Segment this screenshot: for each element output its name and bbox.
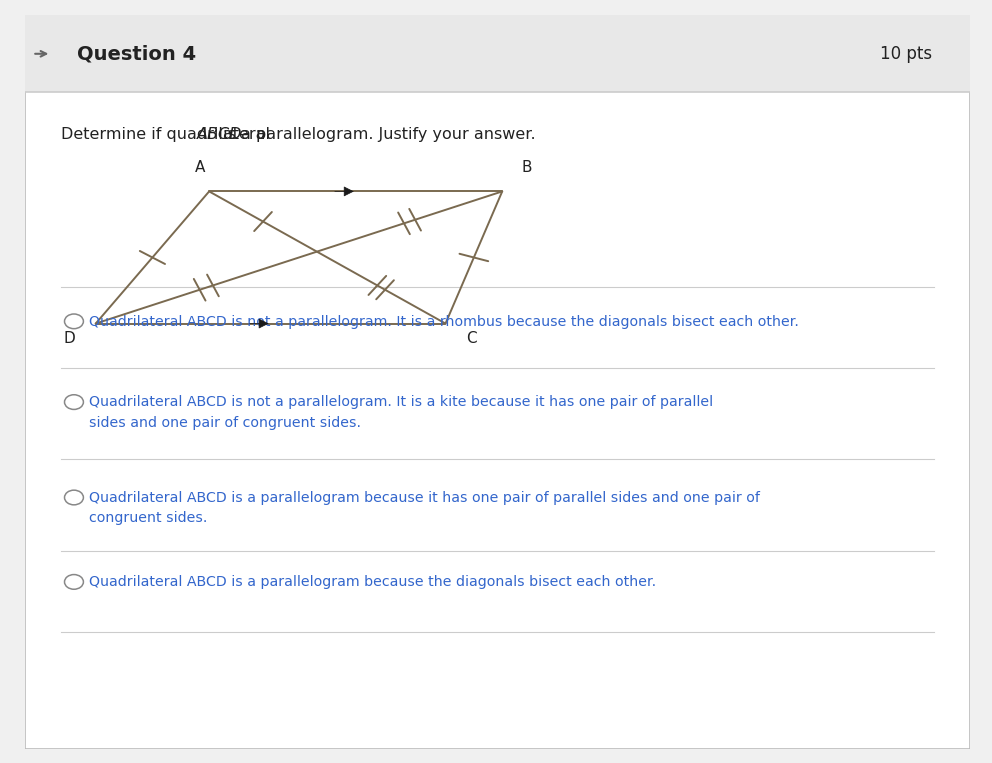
Text: Question 4: Question 4 — [76, 44, 196, 63]
Text: 10 pts: 10 pts — [880, 45, 932, 63]
Text: B: B — [521, 160, 532, 175]
Text: D: D — [63, 331, 75, 346]
Bar — [25, 15, 970, 92]
Text: Quadrilateral ABCD is not a parallelogram. It is a kite because it has one pair : Quadrilateral ABCD is not a parallelogra… — [89, 395, 713, 430]
Text: Quadrilateral ABCD is not a parallelogram. It is a rhombus because the diagonals: Quadrilateral ABCD is not a parallelogra… — [89, 314, 799, 329]
Text: is a parallelogram. Justify your answer.: is a parallelogram. Justify your answer. — [217, 127, 535, 142]
Text: Quadrilateral ABCD is a parallelogram because the diagonals bisect each other.: Quadrilateral ABCD is a parallelogram be… — [89, 575, 657, 589]
Text: A: A — [194, 160, 205, 175]
Text: C: C — [466, 331, 477, 346]
Text: Determine if quadrilateral: Determine if quadrilateral — [61, 127, 275, 142]
Text: Quadrilateral ABCD is a parallelogram because it has one pair of parallel sides : Quadrilateral ABCD is a parallelogram be… — [89, 491, 760, 525]
Text: ABCD: ABCD — [197, 127, 243, 142]
